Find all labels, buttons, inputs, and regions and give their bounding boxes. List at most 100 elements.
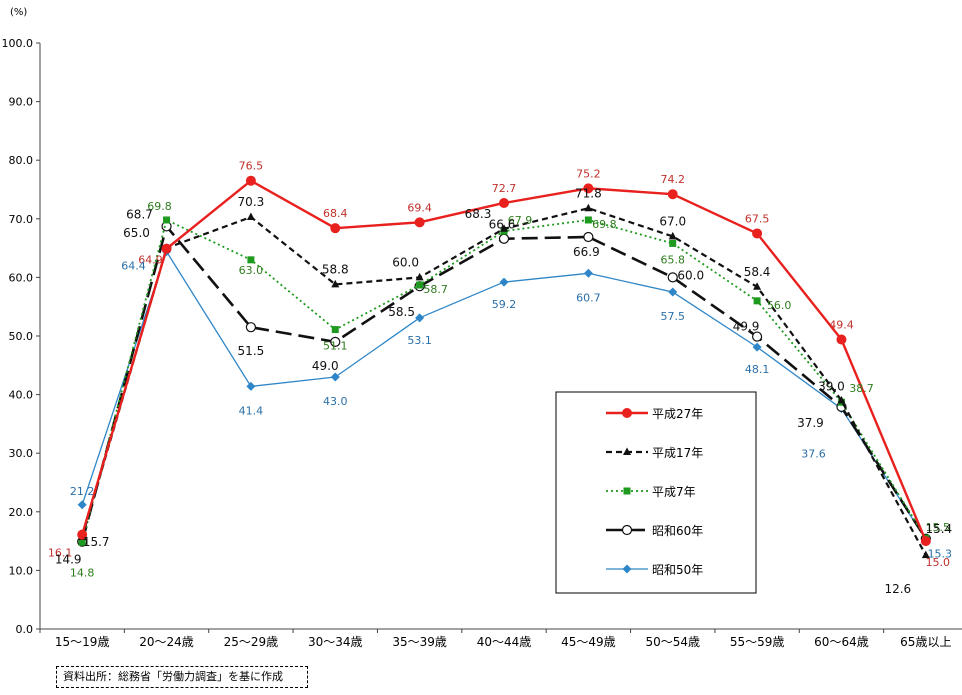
data-label: 65.0 [123, 226, 150, 240]
data-label: 70.3 [238, 195, 265, 209]
data-label: 49.9 [733, 320, 760, 334]
point-open-circle [245, 322, 257, 333]
point-diamond [583, 268, 593, 278]
data-label: 66.9 [573, 245, 600, 259]
point-circle [920, 536, 931, 547]
data-label: 38.7 [849, 382, 874, 395]
y-tick-label: 70.0 [9, 213, 34, 226]
point-circle [836, 334, 847, 345]
data-label: 37.9 [797, 416, 824, 430]
data-label: 63.0 [239, 264, 264, 277]
legend-entry-label: 平成27年 [652, 407, 703, 421]
source-note: 資料出所：総務省「労働力調査」を基に作成 [56, 666, 308, 688]
data-label: 12.6 [884, 582, 911, 596]
x-tick-label: 25～29歳 [224, 635, 279, 649]
point-triangle [584, 203, 593, 212]
point-triangle [753, 282, 762, 290]
y-tick-label: 90.0 [9, 96, 34, 109]
point-diamond [77, 500, 87, 510]
data-label: 58.4 [744, 265, 771, 279]
x-tick-label: 20～24歳 [139, 635, 194, 649]
point-circle [622, 408, 632, 418]
point-square [331, 326, 339, 334]
point-circle [667, 189, 678, 200]
point-square [416, 281, 424, 289]
data-label: 64.9 [138, 254, 163, 267]
legend-box [555, 391, 757, 594]
x-tick-label: 50～54歳 [645, 635, 700, 649]
legend-entry-label: 昭和60年 [652, 524, 703, 538]
data-label: 15.3 [928, 547, 953, 560]
axes: (%) 0.0 10.0 20.0 30.0 40.0 50.0 60.0 70.0 80.0 90… [2, 7, 962, 649]
series-3 [77, 221, 931, 547]
point-square [78, 538, 86, 546]
data-label: 71.8 [575, 186, 602, 200]
data-label: 16.1 [48, 547, 73, 560]
data-label: 69.8 [592, 218, 617, 231]
x-tick-label: 55～59歳 [730, 635, 785, 649]
data-label: 57.5 [660, 310, 685, 323]
series-line [81, 207, 927, 556]
data-label: 60.0 [677, 268, 704, 282]
data-label: 15.5 [926, 521, 951, 534]
point-open-circle [667, 272, 678, 283]
point-square [753, 297, 761, 305]
data-label: 68.3 [465, 207, 492, 221]
data-label: 49.4 [829, 319, 854, 332]
data-label: 15.4 [925, 522, 952, 536]
data-label: 59.2 [492, 298, 517, 311]
series-lines [77, 175, 931, 559]
data-label: 69.8 [147, 200, 172, 213]
point-diamond [668, 287, 678, 297]
point-circle [77, 529, 88, 540]
y-tick-label: 20.0 [9, 506, 34, 519]
point-triangle [837, 395, 846, 404]
data-label: 72.7 [492, 182, 517, 195]
point-circle [583, 183, 594, 194]
data-label: 66.6 [489, 218, 516, 232]
point-square [163, 216, 171, 224]
legend-entry-label: 平成7年 [652, 485, 696, 499]
point-circle [245, 175, 256, 186]
point-open-circle [498, 233, 510, 244]
x-tick-label: 35～39歳 [392, 635, 447, 649]
point-triangle [921, 550, 930, 559]
data-label: 14.9 [55, 553, 82, 567]
data-label: 68.4 [323, 207, 348, 220]
data-label: 60.7 [576, 291, 601, 304]
series-2 [78, 216, 930, 546]
data-label: 21.2 [70, 485, 95, 498]
point-diamond [752, 342, 762, 352]
point-circle [499, 197, 509, 208]
x-tick-label: 30～34歳 [308, 635, 363, 649]
data-label: 67.9 [508, 214, 533, 227]
data-label: 67.0 [659, 214, 686, 228]
series-1 [78, 203, 930, 559]
data-label: 49.0 [312, 359, 339, 373]
data-label: 68.7 [126, 207, 153, 221]
data-label: 53.1 [407, 334, 432, 347]
data-label: 37.6 [801, 448, 826, 461]
point-triangle [331, 279, 340, 288]
y-tick-label: 30.0 [9, 447, 34, 460]
data-label: 60.0 [392, 255, 419, 269]
x-tick-label: 65歳以上 [900, 635, 951, 649]
point-square [623, 487, 631, 495]
point-circle [414, 217, 425, 228]
data-label: 56.0 [767, 299, 792, 312]
data-label: 15.0 [926, 556, 951, 569]
point-triangle [415, 272, 424, 281]
data-label: 51.1 [323, 340, 348, 353]
data-labels: 16.1 64.9 76.5 68.4 69.4 72.7 75.2 74.2 67.5 49.4… [48, 160, 952, 596]
point-circle [330, 223, 341, 234]
series-line [80, 225, 927, 543]
x-tick-label: 40～44歳 [477, 635, 532, 649]
series-line [81, 250, 927, 540]
x-tick-label: 45～49歳 [561, 635, 616, 649]
data-label: 58.8 [322, 262, 349, 276]
series-line [81, 219, 927, 543]
point-open-circle [751, 331, 763, 342]
y-tick-label: 80.0 [9, 154, 34, 167]
data-label: 43.0 [323, 395, 348, 408]
point-diamond [246, 381, 256, 391]
